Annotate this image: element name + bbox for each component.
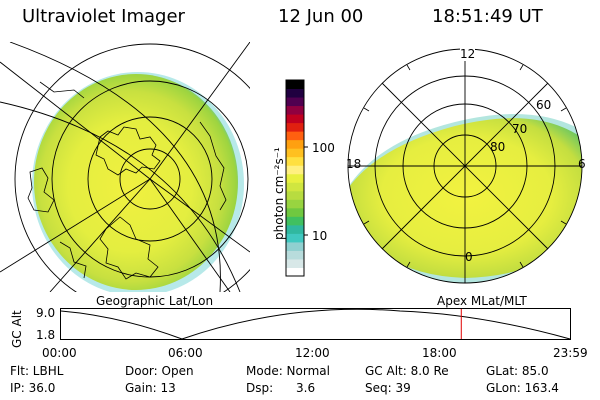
colorbar-swatch <box>286 233 304 243</box>
colorbar-swatch <box>286 97 304 107</box>
mlat-label-80: 80 <box>490 140 506 154</box>
status-seq: Seq: 39 <box>365 381 411 395</box>
altitude-frame <box>60 308 571 340</box>
status-ip: IP: 36.0 <box>10 381 56 395</box>
mlt-label-noon: 12 <box>460 47 476 61</box>
status-door: Door: Open <box>125 364 194 378</box>
coastline-outlines <box>27 81 227 280</box>
colorbar-swatch <box>286 190 304 200</box>
status-glat: GLat: 85.0 <box>486 364 549 378</box>
mlt-label-midnight: 0 <box>465 250 473 264</box>
time-tick-4: 23:59 <box>553 346 588 360</box>
colorbar-frame <box>285 79 305 277</box>
altitude-tick-high: 9.0 <box>36 306 56 320</box>
time-tick-3: 18:00 <box>422 346 457 360</box>
mlat-mlt-grid <box>347 48 583 284</box>
colorbar-swatch <box>286 207 304 217</box>
status-dsp: Dsp: 3.6 <box>246 381 316 395</box>
instrument-title: Ultraviolet Imager <box>22 6 185 27</box>
colorbar-swatch <box>286 122 304 132</box>
mlt-label-dawn: 6 <box>578 157 586 171</box>
colorbar-swatch <box>286 173 304 183</box>
observation-time: 18:51:49 UT <box>432 6 543 27</box>
time-tick-2: 12:00 <box>295 346 330 360</box>
colorbar-swatches <box>286 80 304 277</box>
altitude-curve <box>60 308 571 340</box>
colorbar-swatch <box>286 267 304 277</box>
colorbar-swatch <box>286 182 304 192</box>
emission-region-mag <box>349 118 582 278</box>
colorbar-swatch <box>286 165 304 175</box>
status-mode: Mode: Normal <box>246 364 330 378</box>
colorbar-tick-label-100: 100 <box>312 141 335 155</box>
colorbar-swatch <box>286 139 304 149</box>
altitude-axis-label: GC Alt <box>10 310 24 348</box>
colorbar-swatch <box>286 216 304 226</box>
colorbar-swatch <box>286 131 304 141</box>
geographic-auroral-image <box>0 42 250 292</box>
colorbar-swatch <box>286 114 304 124</box>
colorbar-swatch <box>286 148 304 158</box>
magnetic-auroral-image <box>347 48 583 284</box>
colorbar-unit-label: photon cm⁻²s⁻¹ <box>272 147 286 240</box>
colorbar-swatch <box>286 156 304 166</box>
colorbar-swatch <box>286 199 304 209</box>
time-tick-1: 06:00 <box>168 346 203 360</box>
time-tick-0: 00:00 <box>42 346 77 360</box>
mlat-label-70: 70 <box>512 122 528 136</box>
colorbar-tick-label-10: 10 <box>312 229 328 243</box>
colorbar-swatch <box>286 105 304 115</box>
colorbar-swatch <box>286 224 304 234</box>
colorbar-swatch <box>286 80 304 90</box>
status-flt: Flt: LBHL <box>10 364 64 378</box>
magnetic-caption: Apex MLat/MLT <box>437 294 527 308</box>
colorbar-swatch <box>286 258 304 268</box>
colorbar-swatch <box>286 241 304 251</box>
altitude-tick-low: 1.8 <box>36 328 56 342</box>
observation-date: 12 Jun 00 <box>278 6 364 27</box>
mlt-label-dusk: 18 <box>346 157 362 171</box>
colorbar-swatch <box>286 88 304 98</box>
mlat-label-60: 60 <box>536 98 552 112</box>
status-glon: GLon: 163.4 <box>486 381 559 395</box>
status-gain: Gain: 13 <box>125 381 176 395</box>
status-gc-alt: GC Alt: 8.0 Re <box>365 364 449 378</box>
emission-region <box>34 74 238 290</box>
geographic-caption: Geographic Lat/Lon <box>96 294 214 308</box>
colorbar-swatch <box>286 250 304 260</box>
altitude-timeline <box>60 308 571 340</box>
colorbar <box>285 79 308 277</box>
